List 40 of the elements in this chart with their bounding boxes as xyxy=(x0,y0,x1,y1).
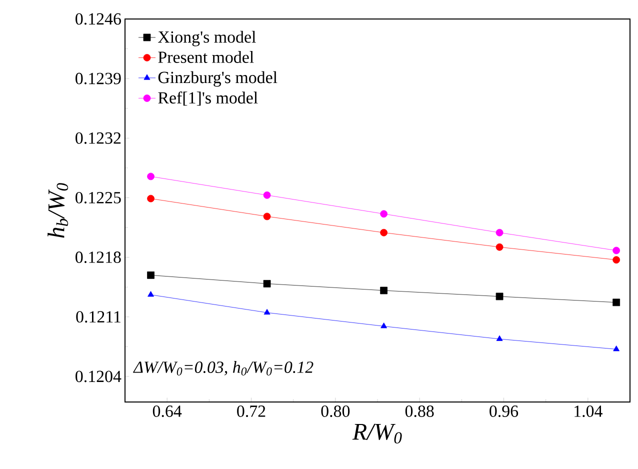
legend-label: Present model xyxy=(158,51,254,63)
point xyxy=(147,194,154,202)
point xyxy=(380,286,388,294)
point xyxy=(380,228,388,236)
y-tick-label: 0.1239 xyxy=(76,72,121,84)
point xyxy=(612,246,620,254)
point xyxy=(612,298,620,306)
point xyxy=(263,212,271,220)
legend-label: Ginzburg's model xyxy=(158,71,278,87)
y-tick-label: 0.1211 xyxy=(76,311,120,323)
x-tick-label: 0.96 xyxy=(490,406,518,417)
point xyxy=(263,280,271,288)
point xyxy=(380,210,388,218)
y-tick-label: 0.1232 xyxy=(76,132,121,144)
x-tick-label: 0.80 xyxy=(321,406,350,417)
legend-label: Xiong's model xyxy=(158,30,256,46)
point xyxy=(264,308,270,315)
point xyxy=(496,292,504,300)
x-tick-label: 1.04 xyxy=(574,406,602,417)
y-tick-label: 0.1218 xyxy=(76,252,121,264)
point xyxy=(496,335,503,341)
point xyxy=(148,291,154,297)
point xyxy=(612,256,620,264)
point xyxy=(147,271,154,279)
y-tick-label: 0.1246 xyxy=(76,13,121,25)
y-tick-label: 0.1225 xyxy=(76,192,121,204)
x-tick-label: 0.64 xyxy=(152,406,182,417)
point xyxy=(496,228,504,236)
legend-label: Ref[1]'s model xyxy=(158,91,258,106)
y-axis-title: h$_{b}$/W$_{0}$ xyxy=(48,183,68,238)
point xyxy=(147,172,154,180)
x-axis-title: R/W$_{0}$ xyxy=(352,424,402,444)
point xyxy=(613,346,620,352)
annotation: ΔW/W$_{0}$=0.03, h$_{0}$/W$_{0}$=0.12 xyxy=(133,361,314,376)
y-tick-label: 0.1204 xyxy=(76,370,122,382)
point xyxy=(380,322,388,328)
x-tick-label: 0.72 xyxy=(237,406,266,417)
point xyxy=(496,243,504,251)
x-tick-label: 0.88 xyxy=(405,406,434,417)
point xyxy=(263,191,271,199)
